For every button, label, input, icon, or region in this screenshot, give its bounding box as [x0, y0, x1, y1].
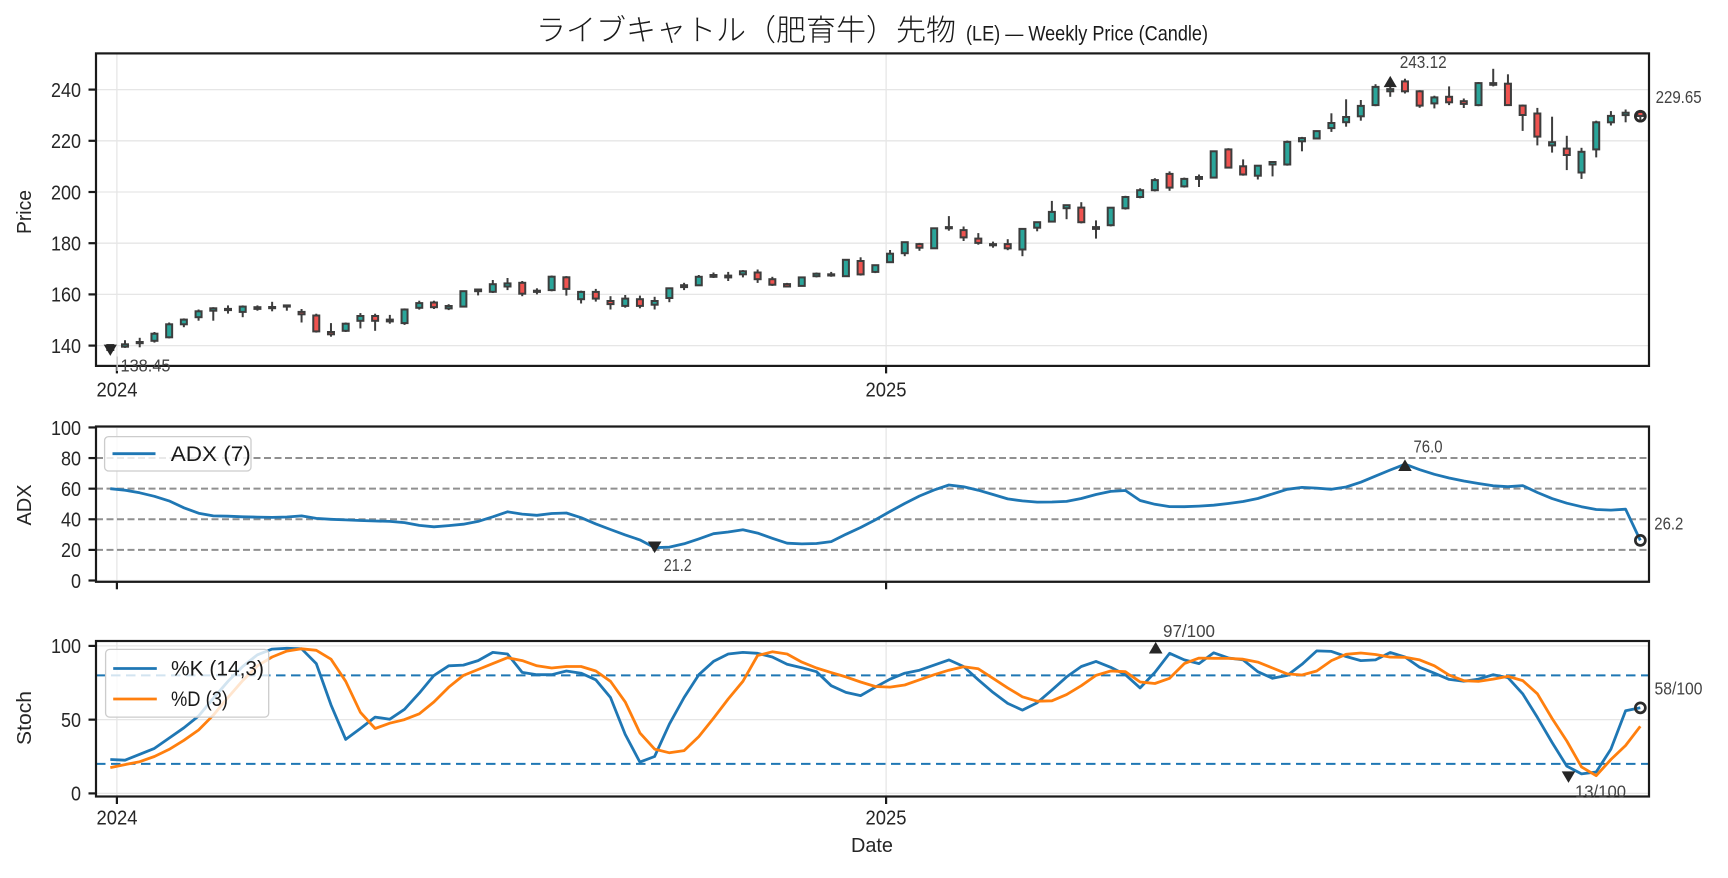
svg-text:200: 200 — [51, 181, 81, 204]
svg-text:243.12: 243.12 — [1400, 52, 1447, 72]
svg-text:2025: 2025 — [866, 807, 907, 830]
svg-text:%D (3): %D (3) — [171, 688, 228, 711]
svg-text:21.2: 21.2 — [664, 555, 692, 575]
svg-text:220: 220 — [51, 130, 81, 153]
svg-text:76.0: 76.0 — [1414, 436, 1443, 456]
svg-text:Stoch: Stoch — [13, 691, 36, 745]
svg-text:229.65: 229.65 — [1656, 87, 1702, 107]
svg-text:Price: Price — [13, 190, 36, 234]
svg-text:140: 140 — [51, 335, 81, 358]
svg-text:0: 0 — [71, 570, 81, 593]
svg-text:13/100: 13/100 — [1575, 782, 1626, 802]
svg-text:ADX: ADX — [13, 484, 36, 525]
svg-text:0: 0 — [71, 783, 81, 806]
svg-text:100: 100 — [51, 635, 81, 658]
svg-text:(LE) — Weekly Price (Candle): (LE) — Weekly Price (Candle) — [966, 22, 1208, 46]
svg-text:138.45: 138.45 — [121, 356, 171, 376]
svg-text:80: 80 — [61, 447, 81, 470]
svg-text:26.2: 26.2 — [1654, 513, 1683, 533]
svg-text:40: 40 — [61, 509, 81, 532]
svg-text:2024: 2024 — [97, 379, 138, 402]
svg-text:100: 100 — [51, 417, 81, 440]
svg-text:240: 240 — [51, 79, 81, 102]
svg-text:ADX (7): ADX (7) — [171, 443, 251, 466]
svg-text:58/100: 58/100 — [1655, 679, 1703, 699]
svg-text:2024: 2024 — [97, 807, 138, 830]
svg-text:2025: 2025 — [866, 379, 907, 402]
svg-text:20: 20 — [61, 539, 81, 562]
svg-text:97/100: 97/100 — [1163, 621, 1215, 641]
svg-text:60: 60 — [61, 478, 81, 501]
svg-text:160: 160 — [51, 284, 81, 307]
svg-text:50: 50 — [61, 709, 81, 732]
svg-text:180: 180 — [51, 233, 81, 256]
svg-text:%K (14,3): %K (14,3) — [171, 658, 264, 681]
svg-text:Date: Date — [851, 834, 893, 857]
